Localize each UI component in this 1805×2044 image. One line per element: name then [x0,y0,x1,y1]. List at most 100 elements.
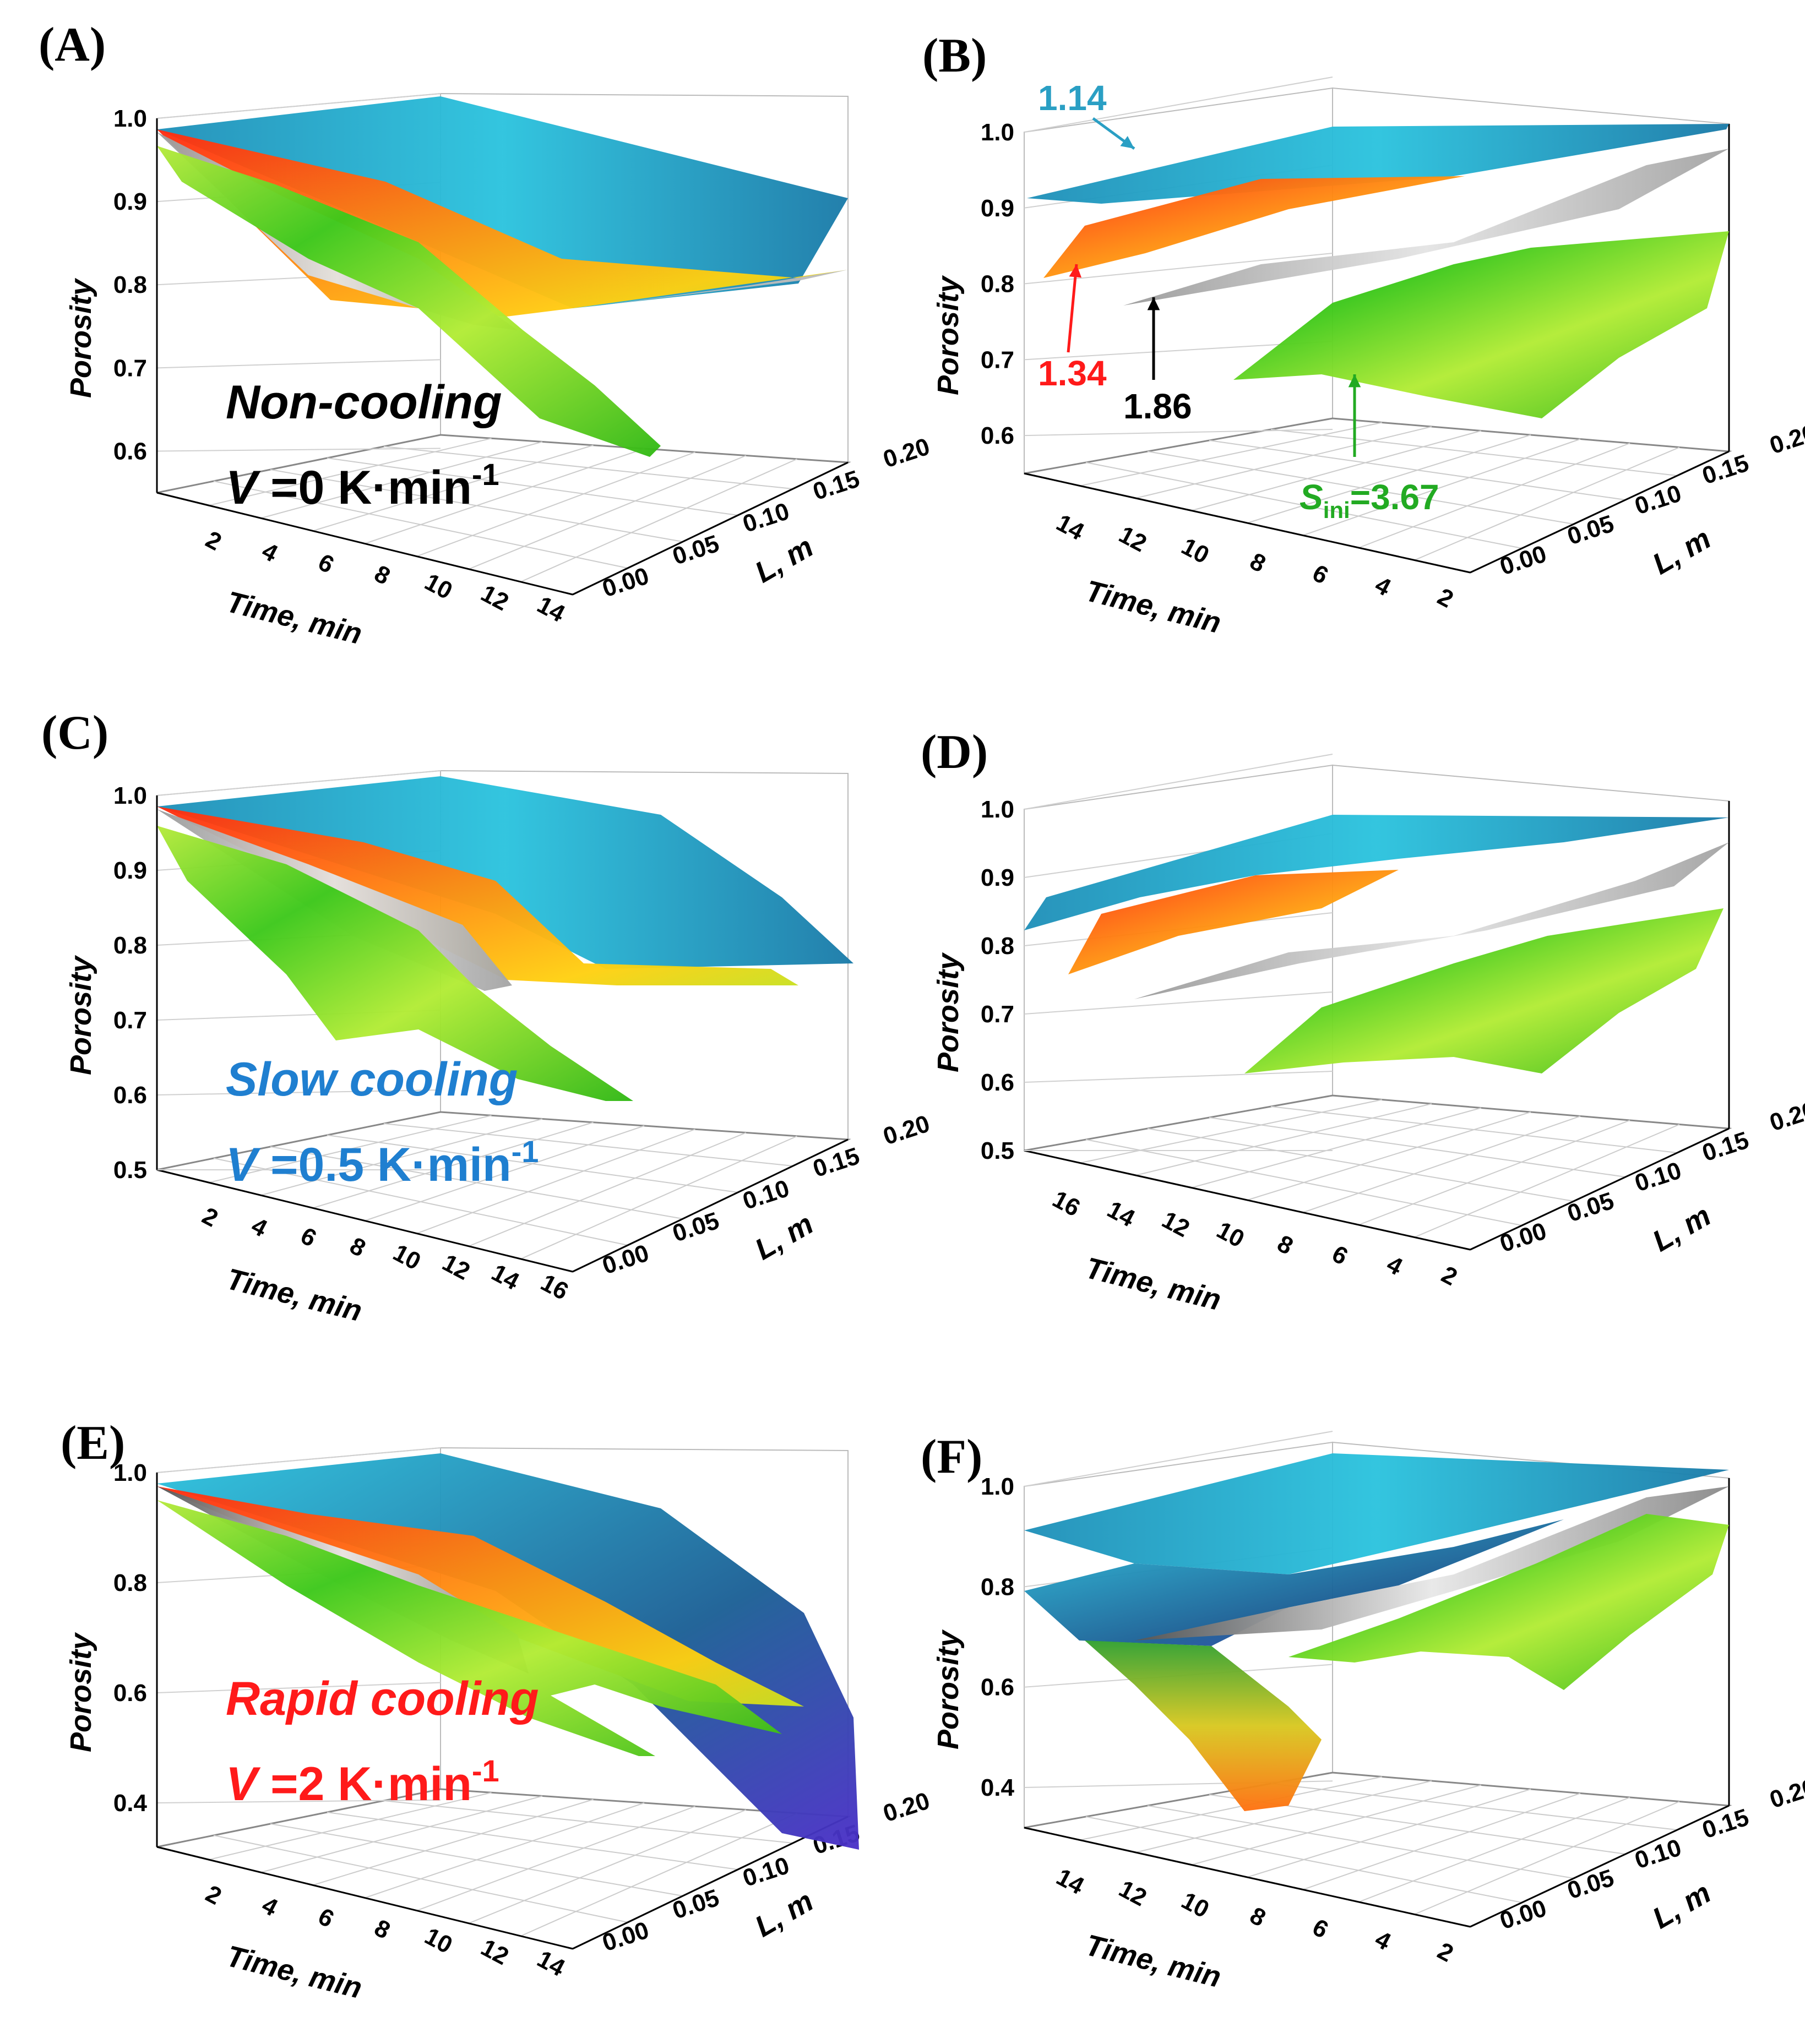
z-axis-label: Porosity [932,1629,965,1749]
z-tick-label: 1.0 [113,105,147,132]
surface-s114 [1024,815,1729,930]
z-tick-label: 0.9 [981,864,1014,891]
z-tick-label: 0.4 [113,1790,148,1817]
z-axis-label: Porosity [932,275,965,395]
x-tick-label: 6 [1328,1240,1352,1271]
z-grid-line [156,1089,441,1095]
panel-A: (A) 1.0 0.9 0.8 0.7 0.6 Porosity 2 4 6 8 10 12 14 Time… [39,18,933,651]
y-tick-label: 0.10 [1632,1834,1685,1874]
y-tick-label: 0.15 [1699,1803,1752,1844]
y-axis [572,1816,849,1950]
x-tick-label: 14 [533,1945,570,1982]
z-tick-label: 0.7 [113,355,147,381]
grid-line [213,1158,628,1246]
y-tick-label: 0.00 [1497,1894,1550,1934]
x-tick-label: 2 [202,1880,226,1910]
x-tick-label: 2 [1437,1261,1462,1291]
x-tick-label: 8 [370,560,395,590]
grid-line [1080,422,1383,487]
x-tick-label: 2 [1433,1937,1458,1967]
surface-s114 [157,96,848,308]
x-tick-label: 10 [389,1239,425,1276]
x-tick-label: 12 [1157,1206,1194,1242]
z-grid-line [1024,77,1333,133]
grid-line [1085,462,1523,549]
y-axis-label: L, m [1647,1199,1716,1258]
grid-line [1135,1103,1432,1176]
x-axis [156,1169,573,1273]
y-tick-label: 0.05 [669,1884,722,1925]
z-grid-line [1024,1071,1333,1083]
y-axis [1470,450,1730,574]
x-axis-label: Time, min [223,1939,365,2005]
surface-s114 [157,776,853,969]
x-tick-label: 8 [345,1232,370,1262]
surface-s367 [157,146,661,457]
z-tick-label: 0.8 [113,271,147,298]
grid-line [416,1129,695,1234]
z-tick-label: 0.5 [981,1137,1014,1164]
x-tick-label: 8 [1246,548,1270,578]
grid-line [1302,438,1581,536]
x-axis-label: Time, min [1082,574,1224,640]
z-tick-label: 0.8 [981,271,1014,298]
grid-line [260,441,543,519]
grid-line [468,1809,747,1924]
y-tick-label: 0.15 [1699,449,1752,489]
grid-line [209,1115,492,1184]
z-tick-label: 0.6 [113,1082,147,1109]
x-tick-label: 6 [314,1903,339,1933]
annotation-arrowhead [1348,374,1361,388]
x-tick-label: 12 [476,580,513,616]
grid-line [468,1132,747,1247]
z-tick-label: 0.6 [113,1680,147,1707]
grid-line [1247,434,1531,524]
surface-s367 [1244,908,1724,1073]
z-grid-line [1024,429,1333,437]
grid-line [1358,1120,1630,1225]
z-grid-line [156,1682,441,1693]
surface-s134 [1068,870,1399,974]
surface-s367 [157,1500,782,1756]
x-tick-label: 8 [1246,1902,1270,1932]
condition-title: Slow cooling [226,1053,518,1106]
y-axis [572,1138,849,1273]
x-tick-label: 14 [1103,1196,1140,1232]
grid-line [260,1795,543,1873]
x-tick-label: 14 [533,591,570,628]
x-axis [1024,1827,1471,1928]
surface-s367 [1288,1514,1729,1690]
grid-line [1247,1789,1531,1878]
y-axis-label: L, m [1647,1876,1716,1935]
grid-line [260,1118,543,1196]
grid-line [1191,430,1482,511]
z-grid-line [1024,754,1333,810]
grid-line [365,1802,645,1899]
y-tick-label: 0.00 [599,1239,653,1279]
annotation-arrowhead [1120,136,1134,149]
z-tick-label: 1.0 [981,1473,1014,1500]
x-tick-label: 4 [1371,1926,1395,1956]
grid-line [1147,451,1574,525]
x-tick-label: 14 [1052,509,1089,546]
y-tick-label: 0.10 [740,1852,793,1892]
surface-s134 [1043,176,1465,278]
surface-s114-lower [1024,1519,1564,1646]
y-axis-label: L, m [749,530,819,589]
grid-line [383,1123,793,1167]
x-tick-label: 10 [420,1922,456,1959]
grid-line [1135,1780,1432,1853]
z-axis-label: Porosity [932,952,965,1072]
y-tick-label: 0.15 [809,465,863,505]
annotation-s367: Sini=3.67 [1300,477,1439,523]
z-tick-label: 0.7 [981,1001,1014,1028]
y-tick-label: 0.05 [1564,1187,1617,1227]
z-grid-line [1024,1431,1333,1487]
annotation-arrow [1067,264,1078,353]
z-tick-label: 0.7 [113,1007,147,1034]
condition-rate: V =0.5 K·min-1 [226,1134,539,1191]
x-tick-label: 8 [370,1914,395,1944]
grid-line [1358,1797,1630,1903]
